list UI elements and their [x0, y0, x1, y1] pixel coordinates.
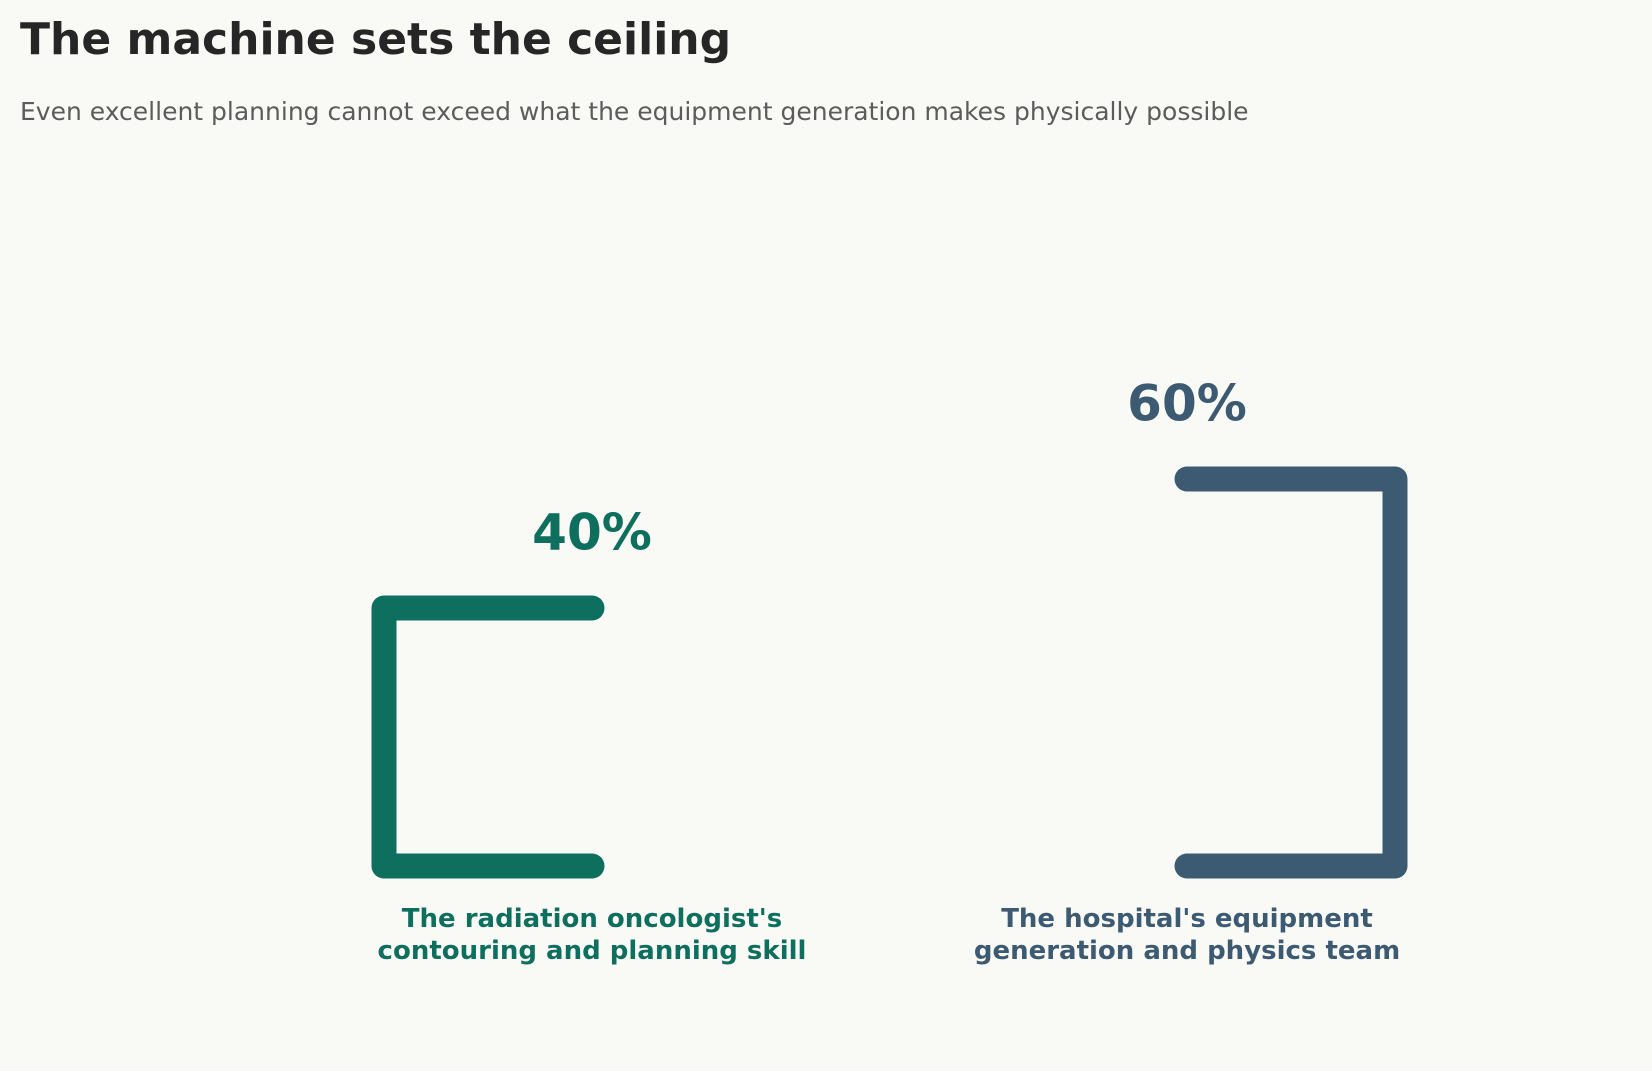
bracket [371, 595, 605, 879]
category-line: The hospital's equipment [1001, 904, 1373, 934]
bracket [1174, 466, 1408, 879]
category-line: The radiation oncologist's [402, 904, 782, 934]
chart-subtitle: Even excellent planning cannot exceed wh… [20, 97, 1249, 126]
category-line: generation and physics team [974, 936, 1400, 966]
category-line: contouring and planning skill [378, 936, 807, 966]
value-label: 40% [532, 504, 652, 562]
category-label: The hospital's equipment generation and p… [974, 904, 1400, 966]
value-label: 60% [1127, 375, 1247, 433]
category-label: The radiation oncologist's contouring and… [378, 904, 807, 966]
chart-title: The machine sets the ceiling [20, 14, 731, 65]
